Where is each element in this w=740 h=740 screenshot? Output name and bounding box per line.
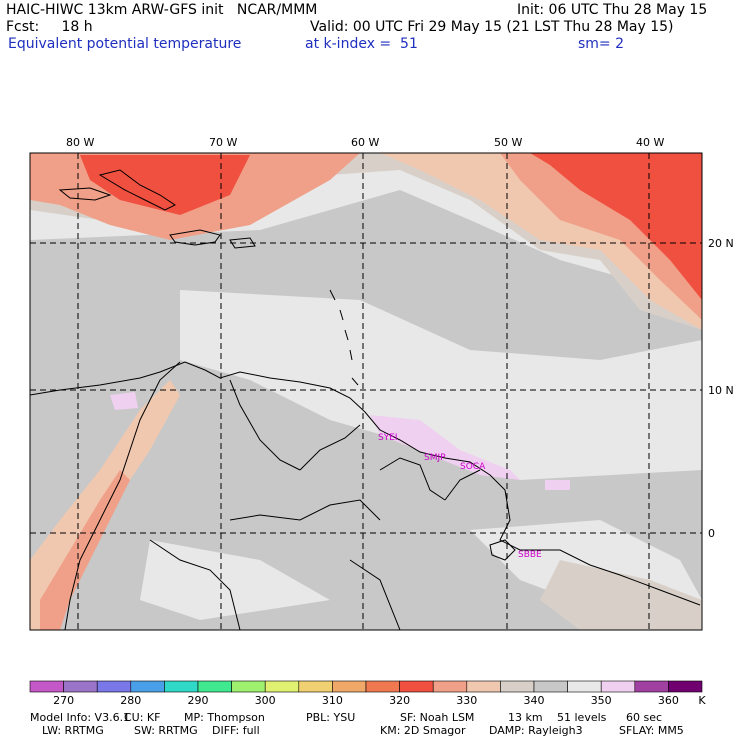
colorbar-tick-label: 270 bbox=[53, 694, 75, 707]
colorbar-tick-label: 340 bbox=[523, 694, 545, 707]
model-info-item: 51 levels bbox=[557, 711, 607, 724]
colorbar-swatch bbox=[634, 680, 669, 693]
model-info-item: DAMP: Rayleigh3 bbox=[489, 724, 583, 737]
model-info-item: 60 sec bbox=[626, 711, 663, 724]
colorbar-unit: K bbox=[698, 694, 706, 707]
model-info-item: MP: Thompson bbox=[184, 711, 265, 724]
lon-label-50w: 50 W bbox=[494, 136, 523, 149]
forecast-hour: Fcst: 18 h bbox=[6, 19, 93, 35]
colorbar-swatch bbox=[668, 680, 703, 693]
colorbar-swatch bbox=[533, 680, 568, 693]
colorbar-swatch bbox=[466, 680, 501, 693]
colorbar-tick-label: 300 bbox=[254, 694, 276, 707]
colorbar-tick-label: 330 bbox=[456, 694, 478, 707]
model-info-item: SW: RRTMG bbox=[134, 724, 198, 737]
coastlines bbox=[30, 169, 701, 630]
station-label-syei: SYEI bbox=[378, 433, 398, 443]
station-label-smjp: SMJP bbox=[424, 453, 446, 463]
smoothing-indicator: sm= 2 bbox=[578, 36, 625, 52]
model-info-item: PBL: YSU bbox=[306, 711, 356, 724]
lon-label-80w: 80 W bbox=[66, 136, 95, 149]
colorbar bbox=[29, 680, 703, 693]
valid-time: Valid: 00 UTC Fri 29 May 15 (21 LST Thu … bbox=[310, 19, 674, 35]
model-info-item: KM: 2D Smagor bbox=[380, 724, 466, 737]
colorbar-swatch bbox=[365, 680, 400, 693]
model-info-item: DIFF: full bbox=[212, 724, 260, 737]
lon-label-60w: 60 W bbox=[351, 136, 380, 149]
colorbar-swatch bbox=[63, 680, 98, 693]
colorbar-swatch bbox=[264, 680, 300, 693]
model-info-item: 13 km bbox=[508, 711, 543, 724]
init-time: Init: 06 UTC Thu 28 May 15 bbox=[517, 2, 708, 18]
station-label-soca: SOCA bbox=[460, 462, 486, 472]
colorbar-swatch bbox=[600, 680, 636, 693]
colorbar-swatch bbox=[130, 680, 165, 693]
colorbar-swatch bbox=[29, 680, 64, 693]
lat-label-0: 0 bbox=[708, 527, 715, 540]
colorbar-swatch bbox=[96, 680, 132, 693]
level-indicator: at k-index = 51 bbox=[305, 36, 418, 52]
graticule bbox=[30, 153, 702, 630]
lat-label-10n: 10 N bbox=[708, 384, 734, 397]
field-title: Equivalent potential temperature bbox=[8, 36, 242, 52]
colorbar-swatch bbox=[432, 680, 468, 693]
colorbar-swatch bbox=[164, 680, 199, 693]
model-info-item: LW: RRTMG bbox=[42, 724, 104, 737]
colorbar-tick-label: 320 bbox=[389, 694, 411, 707]
colorbar-swatch bbox=[231, 680, 266, 693]
colorbar-tick-label: 280 bbox=[120, 694, 142, 707]
model-info-item: Model Info: V3.6.1 bbox=[30, 711, 131, 724]
colorbar-swatch bbox=[567, 680, 602, 693]
colorbar-swatch bbox=[197, 680, 232, 693]
lat-label-20n: 20 N bbox=[708, 237, 734, 250]
colorbar-swatch bbox=[500, 680, 535, 693]
model-info-item: CU: KF bbox=[124, 711, 161, 724]
colorbar-swatch bbox=[399, 680, 434, 693]
model-title: HAIC-HIWC 13km ARW-GFS init NCAR/MMM bbox=[6, 2, 318, 18]
colorbar-swatch bbox=[298, 680, 333, 693]
model-info-item: SF: Noah LSM bbox=[400, 711, 475, 724]
station-label-sbbe: SBBE bbox=[518, 550, 542, 560]
colorbar-tick-label: 360 bbox=[657, 694, 679, 707]
theta-e-field bbox=[30, 153, 702, 630]
colorbar-tick-label: 310 bbox=[321, 694, 343, 707]
lon-label-70w: 70 W bbox=[209, 136, 238, 149]
model-info-item: SFLAY: MM5 bbox=[619, 724, 684, 737]
colorbar-tick-label: 350 bbox=[590, 694, 612, 707]
lon-label-40w: 40 W bbox=[636, 136, 665, 149]
map-frame bbox=[29, 152, 703, 631]
colorbar-swatch bbox=[332, 680, 367, 693]
colorbar-tick-label: 290 bbox=[187, 694, 209, 707]
